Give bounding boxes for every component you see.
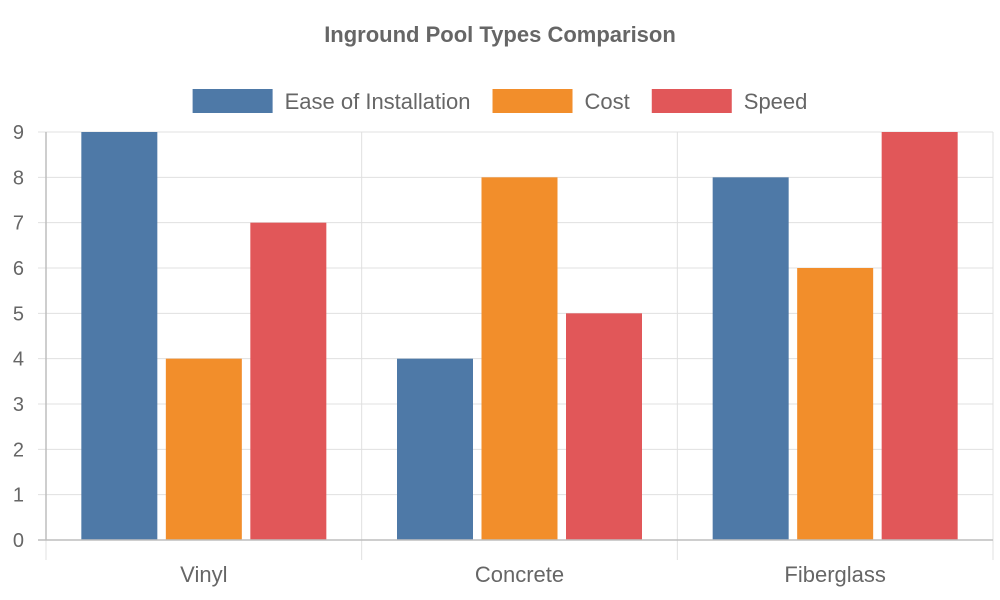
y-tick-label: 2 xyxy=(13,439,24,461)
legend-item-speed[interactable]: Speed xyxy=(651,89,808,114)
legend-label: Cost xyxy=(585,89,630,114)
y-tick-label: 0 xyxy=(13,530,24,552)
legend-swatch xyxy=(651,89,732,113)
axis-layer: 0 1 2 3 4 5 6 7 8 9 Vinyl Concrete Fiberglass xyxy=(13,122,993,587)
y-tick-label: 5 xyxy=(13,303,24,325)
y-tick-label: 1 xyxy=(13,485,24,507)
bar-speed-vinyl[interactable] xyxy=(250,222,327,540)
chart-title: Inground Pool Types Comparison xyxy=(324,22,676,47)
bar-speed-fiberglass[interactable] xyxy=(881,132,958,540)
bar-cost-fiberglass[interactable] xyxy=(797,268,874,540)
x-tick-label: Fiberglass xyxy=(784,562,885,587)
legend-item-ease-of-installation[interactable]: Ease of Installation xyxy=(192,89,471,114)
legend-swatch xyxy=(492,89,573,113)
bar-ease-of-installation-fiberglass[interactable] xyxy=(712,177,789,541)
bars-layer xyxy=(81,132,958,541)
legend-label: Ease of Installation xyxy=(285,89,471,114)
y-tick-label: 9 xyxy=(13,122,24,144)
bar-cost-vinyl[interactable] xyxy=(165,358,242,540)
legend-swatch xyxy=(192,89,273,113)
y-tick-label: 6 xyxy=(13,258,24,280)
bar-speed-concrete[interactable] xyxy=(566,313,642,540)
y-tick-label: 4 xyxy=(13,349,24,371)
y-tick-label: 7 xyxy=(13,213,24,235)
y-tick-label: 8 xyxy=(13,167,24,189)
x-tick-label: Concrete xyxy=(475,562,564,587)
legend-item-cost[interactable]: Cost xyxy=(492,89,630,114)
x-tick-label: Vinyl xyxy=(180,562,227,587)
legend-label: Speed xyxy=(744,89,808,114)
bar-ease-of-installation-vinyl[interactable] xyxy=(81,132,158,540)
y-tick-label: 3 xyxy=(13,394,24,416)
bar-cost-concrete[interactable] xyxy=(481,177,558,541)
bar-ease-of-installation-concrete[interactable] xyxy=(397,358,473,540)
legend[interactable]: Ease of Installation Cost Speed xyxy=(192,89,808,114)
